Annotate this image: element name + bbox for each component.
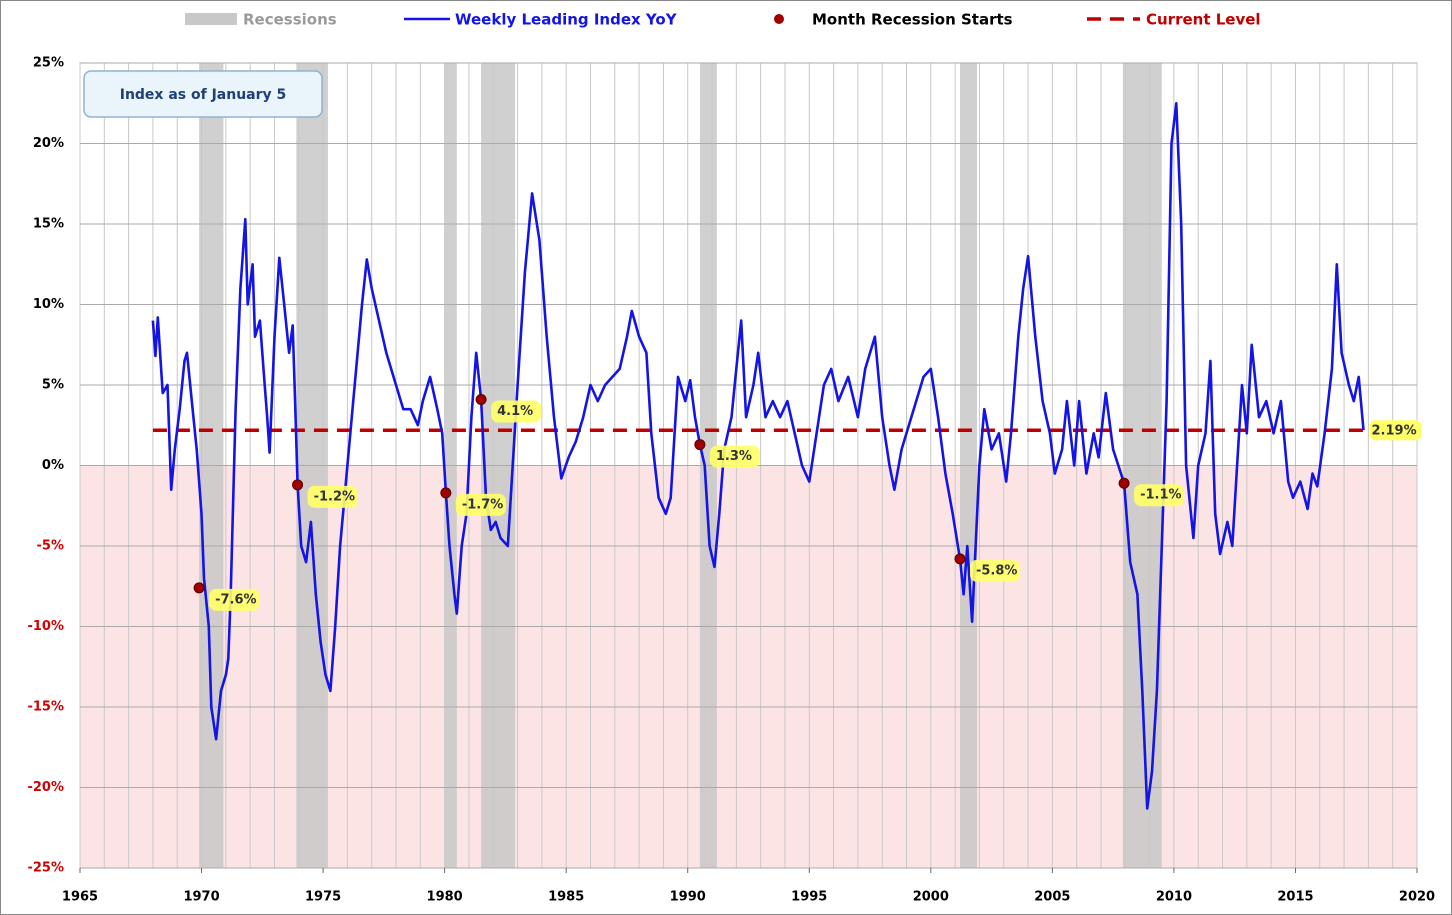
x-tick-label: 1995 — [791, 890, 827, 905]
y-tick-label: 20% — [33, 136, 64, 151]
legend-swatch — [774, 14, 784, 24]
value-label-bg — [1134, 484, 1185, 507]
value-label: -1.7% — [462, 497, 503, 512]
y-tick-label: 10% — [33, 297, 64, 312]
legend-label: Recessions — [243, 11, 337, 29]
legend-label: Month Recession Starts — [812, 11, 1013, 29]
y-tick-label: 25% — [33, 56, 64, 71]
value-label-bg — [455, 493, 506, 516]
value-label: -1.1% — [1140, 488, 1181, 503]
x-tick-label: 1965 — [62, 890, 98, 905]
y-tick-label: -10% — [27, 619, 64, 634]
value-label-bg — [709, 445, 760, 468]
y-tick-label: -5% — [37, 539, 64, 554]
value-label-bg — [307, 485, 358, 508]
recession-start-marker — [475, 393, 487, 405]
recession-start-marker — [292, 479, 304, 491]
x-tick-label: 1970 — [183, 890, 219, 905]
recession-start-marker — [193, 582, 205, 594]
value-label-bg — [1369, 420, 1422, 441]
y-tick-label: -15% — [27, 700, 64, 715]
current-level-label: 2.19% — [1372, 424, 1417, 439]
index-line — [151, 102, 1365, 810]
value-label-bg — [491, 400, 542, 423]
value-label-bg — [209, 588, 260, 611]
value-label: -1.2% — [314, 489, 355, 504]
x-tick-label: 1975 — [305, 890, 341, 905]
x-tick-label: 2005 — [1034, 890, 1070, 905]
annotation-box — [83, 70, 323, 118]
x-tick-label: 2000 — [913, 890, 949, 905]
value-label: 1.3% — [716, 449, 752, 464]
x-tick-label: 2020 — [1399, 890, 1435, 905]
x-tick-label: 1985 — [548, 890, 584, 905]
recession-start-marker — [954, 553, 966, 565]
legend-swatch — [185, 13, 237, 25]
y-tick-label: -20% — [27, 780, 64, 795]
x-tick-label: 1980 — [427, 890, 463, 905]
legend-label: Weekly Leading Index YoY — [455, 11, 678, 29]
value-label: -7.6% — [215, 592, 256, 607]
legend-label: Current Level — [1146, 11, 1261, 29]
recession-start-marker — [694, 439, 706, 451]
y-tick-label: 0% — [42, 458, 64, 473]
recession-start-marker — [440, 487, 452, 499]
x-tick-label: 2010 — [1156, 890, 1192, 905]
y-tick-label: 5% — [42, 378, 64, 393]
value-label: -5.8% — [976, 563, 1017, 578]
value-label: 4.1% — [497, 404, 533, 419]
y-tick-label: 15% — [33, 217, 64, 232]
y-tick-label: -25% — [27, 861, 64, 876]
x-tick-label: 2015 — [1277, 890, 1313, 905]
value-label-bg — [969, 559, 1020, 582]
x-tick-label: 1990 — [670, 890, 706, 905]
annotation: Index as of January 5 — [120, 87, 287, 103]
recession-start-marker — [1118, 477, 1130, 489]
